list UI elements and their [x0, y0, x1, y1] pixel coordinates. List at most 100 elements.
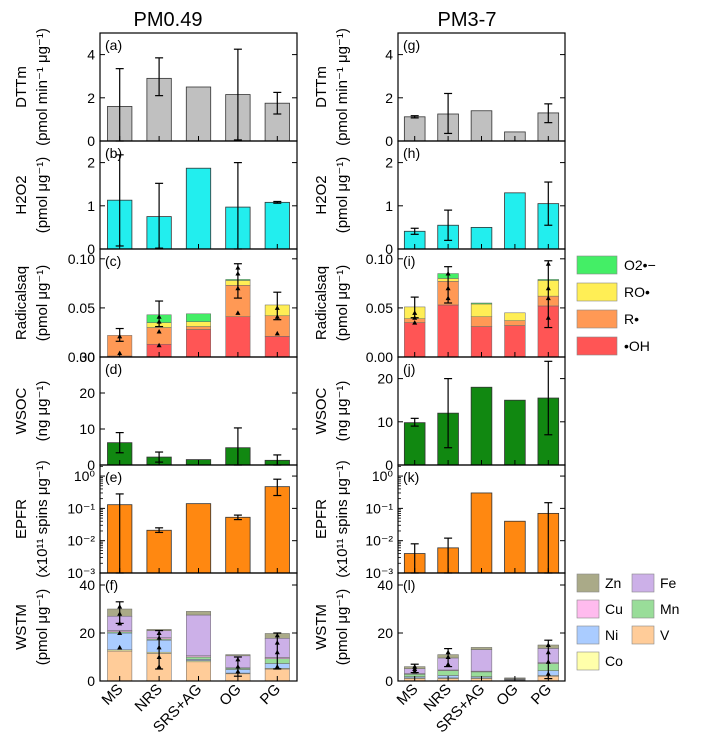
panel-l: 0 20 40 (l) WSTM (pmol μg⁻¹)	[313, 572, 566, 689]
bar-segment-O2•−-SRS+AG	[186, 313, 211, 322]
tick-label: 30	[79, 349, 95, 365]
x-ticks	[119, 676, 278, 681]
tick-label: 10⁻²	[67, 533, 95, 549]
legend-swatch	[576, 625, 600, 645]
y-axis-label-line: (pmol μg⁻¹)	[334, 265, 351, 342]
tick-label: 0.10	[366, 251, 393, 267]
data-point	[156, 654, 162, 659]
legend-label: Cu	[605, 601, 623, 617]
tick-label: 0.00	[68, 349, 95, 365]
data-point	[545, 315, 551, 320]
panel-label: (l)	[403, 577, 415, 593]
tick-label: 0	[87, 457, 95, 473]
y-ticks: 0 10 20 30	[79, 349, 297, 473]
tick-label: 10	[377, 414, 393, 430]
panel-label: (f)	[105, 577, 118, 593]
legend-metals: Zn Fe Cu Mn Ni V Co	[576, 573, 679, 671]
data-point	[545, 295, 551, 301]
data-point	[117, 604, 123, 609]
legend-swatch	[576, 309, 618, 329]
x-ticks	[414, 136, 549, 141]
bar-segment-R•-OG	[504, 320, 526, 326]
data-point	[545, 285, 551, 291]
tick-label: 0	[385, 673, 393, 689]
y-axis-label-line: (pmol min⁻¹ μg⁻¹)	[334, 28, 351, 146]
data-point	[156, 342, 162, 348]
legend-swatch	[576, 255, 618, 275]
data-point	[445, 285, 451, 291]
error-bars	[410, 360, 553, 449]
y-ticks: 0 20 40	[79, 577, 297, 689]
bar-PG	[264, 201, 290, 250]
y-axis-label-line: (pmol μg⁻¹)	[34, 265, 51, 342]
tick-label: 10⁻¹	[365, 500, 393, 516]
bar-segment-Zn-SRS+AG	[186, 611, 211, 616]
bars	[107, 167, 290, 250]
data-point	[412, 310, 418, 315]
y-axis-label-line: (ng μg⁻¹)	[334, 381, 351, 442]
data-point	[412, 664, 418, 669]
bar-OG	[225, 516, 251, 574]
bar-segment-Mn-SRS+AG	[470, 671, 493, 677]
data-point	[445, 649, 451, 655]
data-point	[156, 644, 162, 650]
tick-label: 40	[377, 577, 393, 593]
bar-OG	[504, 520, 526, 574]
tick-label: 2	[87, 90, 95, 106]
legend-swatch	[576, 573, 600, 593]
bar-segment-Zn-OG	[225, 654, 251, 657]
legend-label: Fe	[660, 575, 677, 591]
panel-label: (j)	[403, 361, 415, 377]
bar-segment-Fe-SRS+AG	[470, 649, 493, 672]
category-label: PG	[257, 681, 284, 708]
y-axis-label-line: EPFR	[313, 499, 330, 539]
data-point	[235, 668, 241, 674]
tick-label: 0.05	[68, 300, 95, 316]
legend-label: R•	[624, 311, 639, 327]
data-point	[235, 271, 241, 276]
bar-segment-RO•-OG	[504, 312, 526, 321]
y-axis-label-line: EPFR	[13, 499, 30, 539]
panel-label: (d)	[105, 361, 122, 377]
data-point	[117, 630, 123, 635]
tick-label: 0.00	[366, 349, 393, 365]
bar-segment-RO•-SRS+AG	[470, 303, 493, 317]
bar-segment-•OH-MS	[404, 322, 426, 358]
y-axis-label-line: DTTm	[313, 66, 330, 108]
tick-label: 0	[385, 457, 393, 473]
tick-label: 4	[385, 47, 393, 63]
column-title-pm049: PM0.49	[134, 9, 203, 31]
data-point	[235, 310, 241, 315]
data-point	[117, 644, 123, 650]
y-axis-label-line: (x10¹¹ spins μg⁻¹)	[334, 460, 351, 577]
legend-swatch	[631, 599, 655, 619]
bar-segment-Mn-NRS	[437, 670, 459, 676]
legend-swatch	[631, 573, 655, 593]
data-point	[445, 271, 451, 276]
bar-OG	[504, 399, 526, 466]
data-point	[545, 261, 551, 266]
tick-label: 40	[79, 577, 95, 593]
tick-label: 1	[87, 198, 95, 214]
panel-f: 0 20 40 (f) WSTM (pmol μg⁻¹)	[13, 572, 298, 689]
bars	[403, 192, 560, 250]
bars	[403, 492, 560, 574]
y-axis-label-line: WSTM	[13, 604, 30, 650]
data-point	[156, 314, 162, 319]
data-point	[117, 620, 123, 626]
legend-swatch	[576, 336, 618, 356]
bar-SRS+AG	[185, 503, 212, 574]
y-axis-label: WSOC (ng μg⁻¹)	[13, 381, 51, 442]
error-bars	[410, 181, 553, 241]
panel-label: (c)	[105, 253, 121, 269]
bars	[107, 279, 290, 358]
panel-h: 0 1 2 (h) H2O2 (pmol μg⁻¹)	[313, 140, 566, 257]
y-ticks: 0.00 0.05 0.10	[68, 251, 297, 365]
tick-label: 20	[79, 385, 95, 401]
data-point	[445, 295, 451, 301]
y-axis-label-line: (pmol μg⁻¹)	[334, 157, 351, 234]
tick-label: 20	[79, 625, 95, 641]
y-axis-label: DTTm (pmol min⁻¹ μg⁻¹)	[313, 28, 351, 146]
bar-SRS+AG	[470, 386, 493, 466]
data-point	[545, 642, 551, 647]
